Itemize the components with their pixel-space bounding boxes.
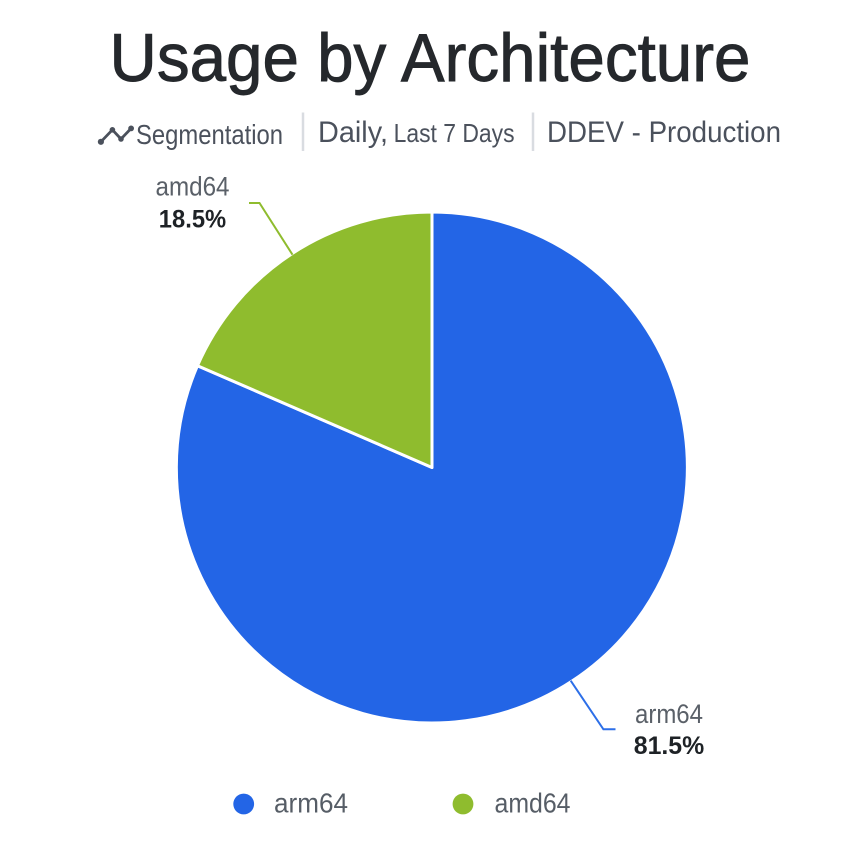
svg-text:DDEV - Production: DDEV - Production <box>547 116 781 149</box>
svg-text:Segmentation: Segmentation <box>136 119 283 150</box>
svg-text:amd64: amd64 <box>156 171 230 201</box>
svg-text:arm64: arm64 <box>635 699 703 729</box>
svg-text:Usage by Architecture: Usage by Architecture <box>110 20 751 96</box>
svg-text:81.5%: 81.5% <box>634 732 705 760</box>
svg-text:Daily,: Daily, <box>318 116 388 149</box>
svg-text:amd64: amd64 <box>495 788 571 819</box>
svg-text:18.5%: 18.5% <box>159 205 226 233</box>
svg-text:Last 7 Days: Last 7 Days <box>394 118 515 148</box>
svg-text:arm64: arm64 <box>274 788 348 819</box>
